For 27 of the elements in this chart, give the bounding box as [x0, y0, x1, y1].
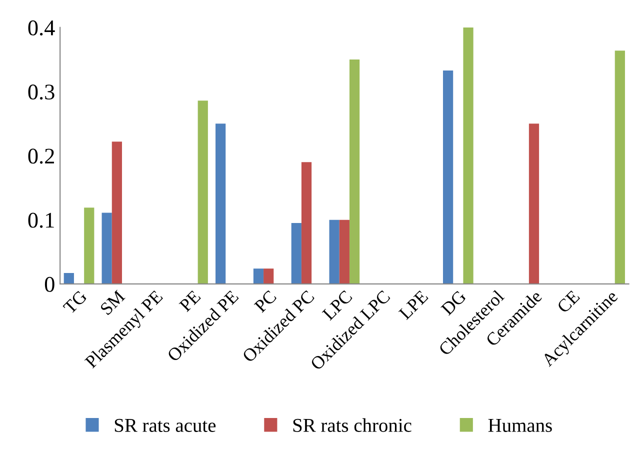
- bar: [349, 60, 360, 284]
- bar: [614, 50, 625, 284]
- bar: [442, 70, 454, 284]
- bar: [84, 208, 94, 284]
- bar: [216, 124, 226, 284]
- bar: [64, 273, 74, 284]
- bar: [291, 223, 302, 284]
- bar: [198, 100, 208, 284]
- legend-label: SR rats chronic: [293, 418, 412, 432]
- y-tick-label: 0.1: [28, 212, 54, 228]
- y-tick-label: 0: [44, 276, 54, 292]
- bar: [339, 220, 350, 284]
- bar: [528, 124, 540, 284]
- y-tick-label: 0.2: [28, 148, 54, 164]
- bar: [463, 27, 474, 284]
- bar: [264, 268, 274, 284]
- y-tick-label: 0.4: [28, 20, 55, 36]
- bar: [253, 268, 264, 284]
- y-tick-label: 0.3: [28, 84, 54, 100]
- bar: [112, 142, 122, 284]
- legend-label: Humans: [488, 419, 552, 432]
- legend-label: SR rats acute: [114, 418, 216, 432]
- bar: [102, 212, 112, 284]
- bar: [329, 220, 340, 284]
- x-tick-label: TG: [62, 290, 88, 315]
- bar: [301, 162, 312, 284]
- x-tick-label: LPE: [398, 290, 428, 320]
